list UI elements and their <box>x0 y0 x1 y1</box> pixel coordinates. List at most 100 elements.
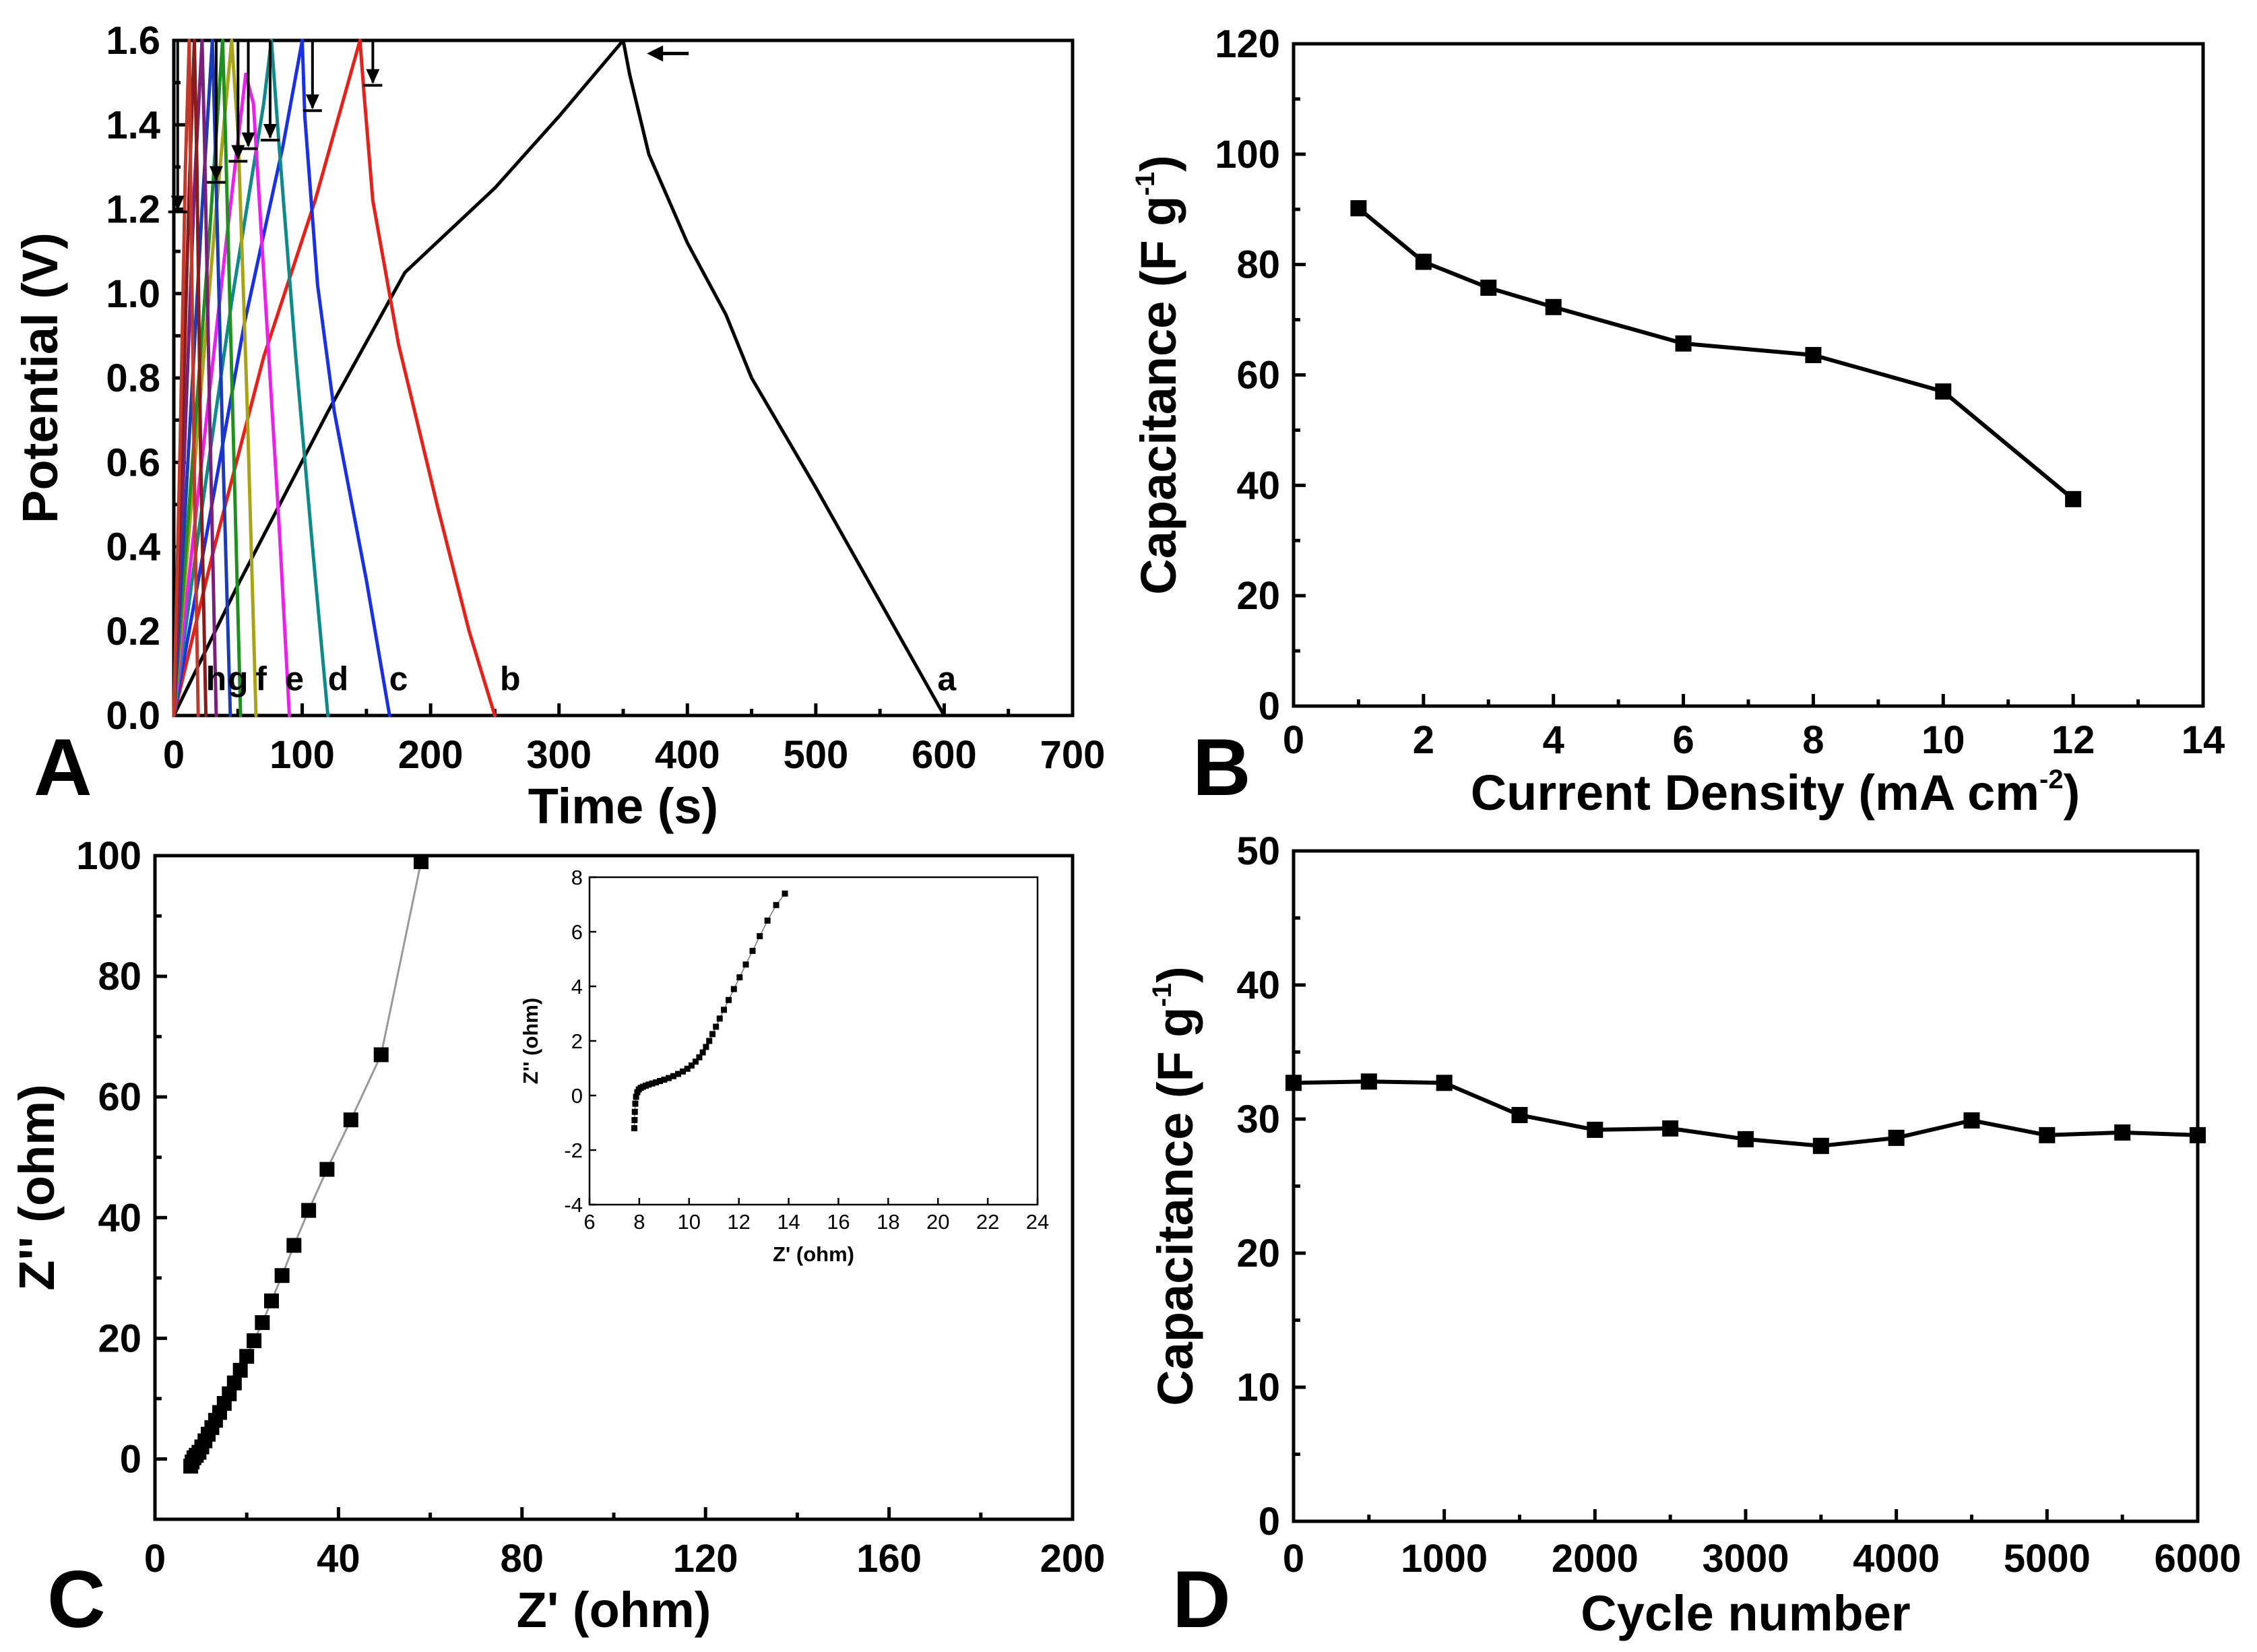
data-point <box>255 1315 270 1331</box>
plot-frame <box>1292 42 2205 708</box>
y-tick-label: 1.0 <box>106 272 160 316</box>
x-axis-label: Cycle number <box>1581 1585 1910 1641</box>
x-tick-label: 2000 <box>1552 1537 1639 1581</box>
y-tick-label: 0 <box>571 1084 583 1108</box>
y-tick-label: 20 <box>98 1316 141 1360</box>
inset-data-point <box>680 1068 687 1075</box>
inset-data-point <box>736 974 743 981</box>
inset-x-axis-label: Z' (ohm) <box>773 1242 854 1266</box>
panel-b-chart: 0 2 4 6 8 10 12 14 0 20 40 60 80 100 120 Current Densit… <box>1131 22 2225 821</box>
inset-data-point <box>773 901 780 908</box>
inset-data-point <box>631 1125 637 1132</box>
y-tick-label: 2 <box>571 1029 583 1053</box>
x-tick-label: 600 <box>912 733 977 777</box>
y-tick-label: 0.6 <box>106 441 160 484</box>
series-line <box>189 860 422 1467</box>
data-point <box>413 854 428 869</box>
y-tick-label: 80 <box>98 955 141 998</box>
curve-label-c: c <box>389 660 408 697</box>
inset-data-point <box>670 1073 677 1079</box>
y-tick-label: 0.4 <box>106 526 160 569</box>
y-tick-label: 30 <box>1236 1098 1280 1141</box>
y-axis-label: Potential (V) <box>12 232 68 523</box>
curve-label-b: b <box>500 660 521 697</box>
data-point <box>263 1293 279 1308</box>
data-point <box>1675 335 1692 352</box>
x-tick-label: 0 <box>1283 1537 1304 1581</box>
inset-data-point <box>726 996 732 1003</box>
data-point <box>1812 1137 1829 1154</box>
ir-drop-arrowhead <box>647 45 664 62</box>
y-tick-label: 6 <box>571 920 583 944</box>
x-tick-label: 6000 <box>2154 1537 2241 1581</box>
x-tick-label: 24 <box>1026 1210 1049 1234</box>
x-tick-label: 4000 <box>1853 1537 1940 1581</box>
inset-data-point <box>645 1081 652 1088</box>
x-tick-label: 8 <box>1802 718 1824 762</box>
ir-drop-arrowhead <box>263 124 277 139</box>
data-point <box>1480 280 1497 296</box>
data-point <box>301 1203 317 1218</box>
inset-data-point <box>675 1071 682 1077</box>
y-tick-label: 20 <box>1236 574 1280 618</box>
series-line-i <box>172 38 218 718</box>
ir-drop-arrowhead <box>209 166 223 181</box>
data-point <box>1662 1120 1679 1137</box>
curve-label-a: a <box>937 660 957 697</box>
inset-data-point <box>764 917 771 924</box>
inset-data-point <box>757 932 763 939</box>
inset-data-point <box>706 1038 713 1044</box>
inset-data-point <box>653 1079 660 1086</box>
x-tick-label: 0 <box>1283 718 1304 762</box>
ir-drop-arrowhead <box>366 69 380 84</box>
data-point <box>2190 1126 2206 1143</box>
data-point <box>1888 1129 1905 1146</box>
x-tick-label: 10 <box>678 1210 701 1234</box>
y-tick-label: 40 <box>98 1196 141 1240</box>
inset-data-point <box>631 1116 638 1123</box>
data-point <box>2039 1126 2056 1143</box>
inset-data-point <box>696 1054 703 1060</box>
x-tick-label: 300 <box>526 733 592 777</box>
x-tick-label: 14 <box>2182 718 2225 762</box>
panel-label-a: A <box>34 722 92 813</box>
inset-data-point <box>716 1015 723 1022</box>
inset-data-point <box>632 1100 639 1107</box>
inset-data-point <box>633 1093 639 1100</box>
x-tick-label: 14 <box>777 1210 800 1234</box>
y-tick-label: 80 <box>1236 243 1280 287</box>
data-point <box>1511 1107 1528 1124</box>
data-point <box>286 1238 302 1253</box>
inset-data-point <box>749 947 756 954</box>
plot-frame <box>172 38 1075 718</box>
y-tick-label: 4 <box>571 975 583 998</box>
x-tick-label: 20 <box>926 1210 949 1234</box>
x-tick-label: 120 <box>673 1537 738 1581</box>
data-point <box>1805 347 1822 364</box>
curve-label-h: h <box>206 660 227 697</box>
y-tick-label: 1.6 <box>106 19 160 63</box>
inset-y-axis-label: Z'' (ohm) <box>519 998 542 1084</box>
ir-drop-arrowhead <box>170 195 185 211</box>
panel-label-b: B <box>1193 722 1251 813</box>
inset-data-point <box>730 986 737 992</box>
y-tick-label: 8 <box>571 866 583 889</box>
data-point <box>226 1375 242 1391</box>
x-tick-label: 200 <box>398 733 464 777</box>
data-point <box>1963 1112 1980 1129</box>
y-tick-label: -4 <box>564 1193 583 1217</box>
x-axis-label: Time (s) <box>528 778 718 834</box>
data-point <box>319 1162 335 1177</box>
inset-data-point <box>631 1108 638 1115</box>
data-point <box>232 1362 248 1378</box>
data-point <box>2114 1124 2131 1141</box>
plot-frame <box>1292 849 2200 1523</box>
y-tick-label: 60 <box>1236 354 1280 398</box>
inset-data-point <box>742 961 749 968</box>
series-line-g <box>172 38 243 718</box>
y-tick-label: 40 <box>1236 464 1280 507</box>
inset-data-point <box>703 1044 709 1050</box>
inset-data-point <box>649 1080 656 1087</box>
data-point <box>1360 1073 1377 1090</box>
